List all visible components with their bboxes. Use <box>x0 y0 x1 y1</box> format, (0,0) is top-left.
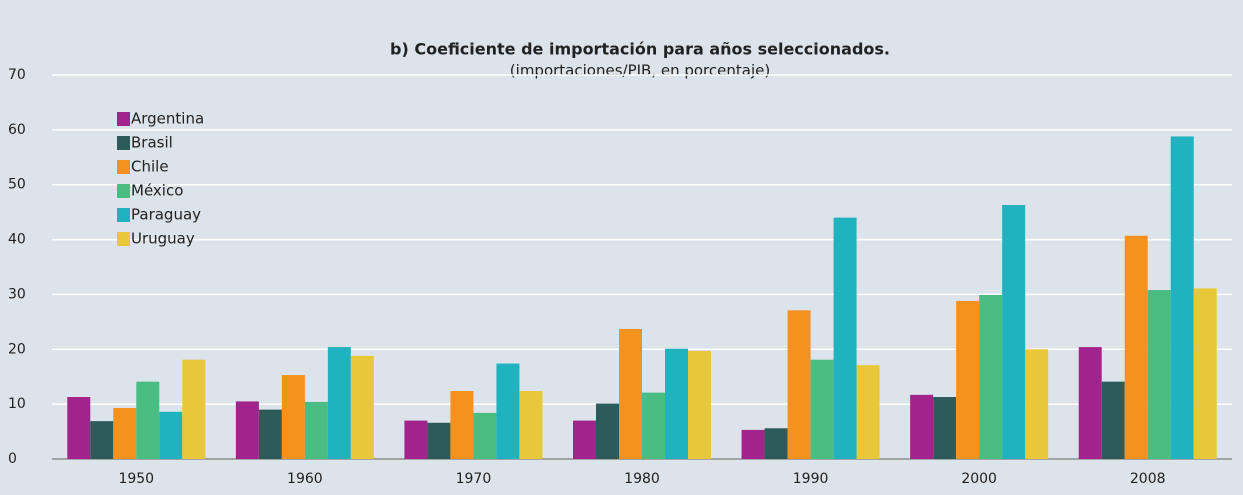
x-tick-label: 2008 <box>1130 471 1166 487</box>
bar <box>113 407 137 459</box>
y-tick-label: 40 <box>8 232 26 248</box>
y-tick-label: 60 <box>8 122 26 138</box>
bar <box>910 394 934 459</box>
chart-subtitle: (importaciones/PIB, en porcentaje) <box>510 62 770 80</box>
bar <box>136 381 160 459</box>
bar <box>665 348 688 459</box>
bar <box>573 420 596 459</box>
legend-swatch <box>117 160 130 174</box>
bar <box>427 422 451 459</box>
bar <box>1170 136 1194 459</box>
bar <box>67 397 91 459</box>
y-tick-label: 70 <box>8 67 26 83</box>
x-tick-label: 2000 <box>961 471 997 487</box>
bar <box>810 359 834 459</box>
y-tick-label: 20 <box>8 341 26 357</box>
bar <box>764 428 788 459</box>
bar <box>787 310 811 459</box>
y-tick-label: 0 <box>8 451 17 467</box>
y-tick-label: 30 <box>8 286 26 302</box>
chart-title: b) Coeficiente de importación para años … <box>390 40 890 59</box>
legend-swatch <box>117 136 130 150</box>
x-tick-label: 1960 <box>287 471 323 487</box>
y-tick-label: 10 <box>8 396 26 412</box>
legend-swatch <box>117 232 130 246</box>
legend-label: Argentina <box>131 110 204 128</box>
bar <box>404 420 428 459</box>
bar <box>235 401 259 459</box>
bar <box>281 375 305 459</box>
legend-swatch <box>117 208 130 222</box>
bar <box>1078 347 1102 459</box>
bar <box>856 365 880 459</box>
x-tick-label: 1990 <box>793 471 829 487</box>
x-tick-label: 1950 <box>118 471 154 487</box>
bar <box>327 347 351 459</box>
bar <box>833 217 857 459</box>
bar <box>258 409 282 459</box>
bar <box>1147 290 1171 459</box>
y-tick-label: 50 <box>8 177 26 193</box>
bar <box>519 390 543 459</box>
bar <box>1025 349 1049 459</box>
bar <box>1002 205 1026 459</box>
legend-label: Uruguay <box>131 230 195 248</box>
bar <box>1193 288 1217 459</box>
legend-label: Paraguay <box>131 206 201 224</box>
bar <box>1124 235 1148 459</box>
bar <box>619 328 642 459</box>
bar <box>741 429 765 459</box>
bar <box>688 350 711 459</box>
bar <box>1101 381 1125 459</box>
x-tick-label: 1980 <box>624 471 660 487</box>
bar <box>933 397 957 459</box>
bar <box>182 359 206 459</box>
bar <box>350 355 374 459</box>
bar <box>956 301 980 459</box>
bar <box>304 401 328 459</box>
bar <box>596 403 619 459</box>
bar <box>473 412 497 459</box>
legend-label: Brasil <box>131 134 173 152</box>
bar <box>642 392 665 459</box>
bar <box>979 294 1003 459</box>
bar <box>90 421 114 459</box>
legend-swatch <box>117 184 130 198</box>
x-tick-label: 1970 <box>456 471 492 487</box>
bar <box>159 411 183 459</box>
legend-swatch <box>117 112 130 126</box>
bar <box>450 390 474 459</box>
legend-label: México <box>131 182 183 200</box>
bar <box>496 363 520 459</box>
legend-label: Chile <box>131 158 169 176</box>
